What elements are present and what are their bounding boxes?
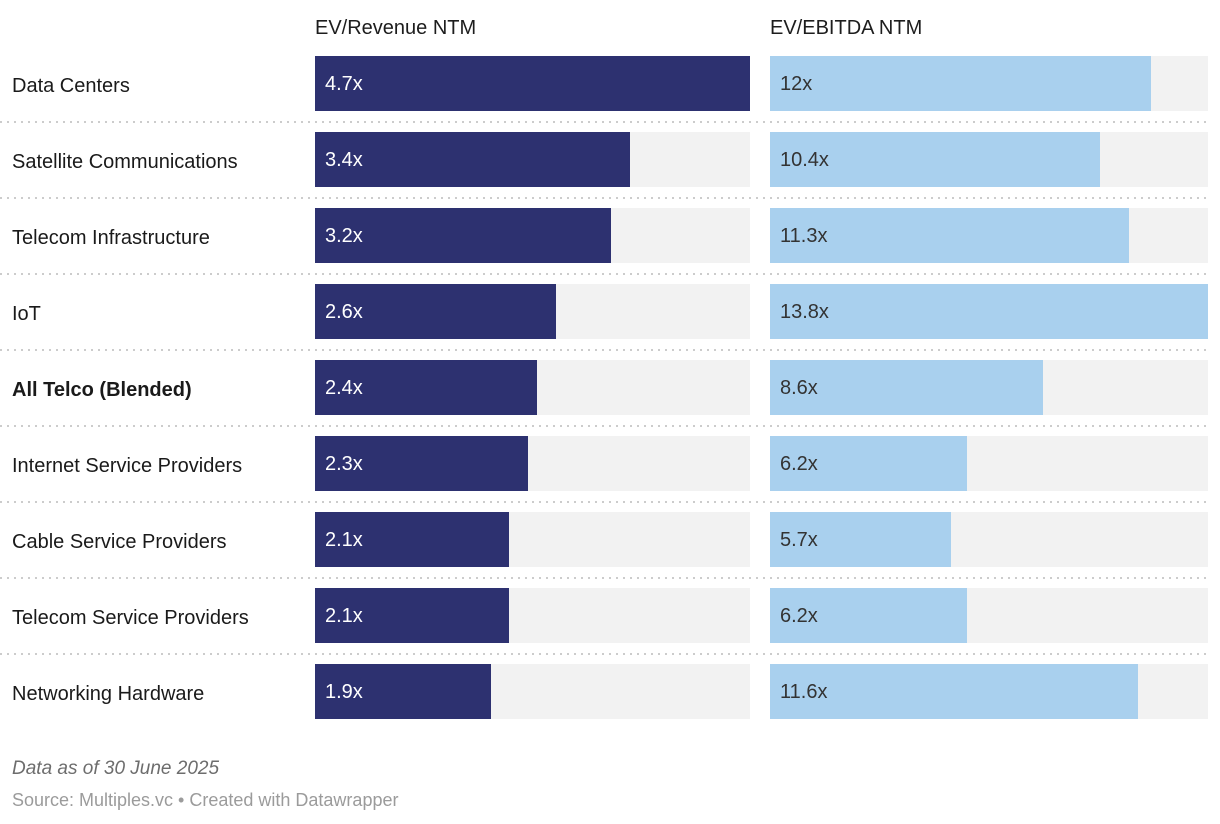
category-label: Telecom Service Providers <box>12 606 249 629</box>
ev-revenue-bar-cell: 2.1x <box>315 504 750 580</box>
ev-revenue-value: 4.7x <box>325 72 363 95</box>
ev-ebitda-bar <box>770 360 1043 415</box>
ev-ebitda-bar-cell: 8.6x <box>770 352 1208 428</box>
ev-ebitda-value: 11.3x <box>780 224 828 247</box>
ev-ebitda-bar <box>770 664 1139 719</box>
ev-revenue-bar <box>315 132 630 187</box>
ev-revenue-bar-track: 2.1x <box>315 588 750 643</box>
ev-ebitda-bar <box>770 284 1208 339</box>
ev-revenue-bar <box>315 208 612 263</box>
ev-revenue-value: 3.4x <box>325 148 363 171</box>
ev-revenue-bar-cell: 1.9x <box>315 656 750 732</box>
ev-revenue-bar-track: 2.4x <box>315 360 750 415</box>
ev-revenue-bar-cell: 2.4x <box>315 352 750 428</box>
source-attribution: Source: Multiples.vc • Created with Data… <box>12 790 399 810</box>
ev-revenue-bar-track: 1.9x <box>315 664 750 719</box>
ev-revenue-bar-track: 3.2x <box>315 208 750 263</box>
ev-ebitda-bar <box>770 208 1129 263</box>
ev-revenue-bar-cell: 3.2x <box>315 200 750 276</box>
ev-ebitda-value: 5.7x <box>780 528 818 551</box>
ev-ebitda-bar-track: 8.6x <box>770 360 1208 415</box>
ev-revenue-bar <box>315 512 510 567</box>
ev-ebitda-value: 6.2x <box>780 604 818 627</box>
ev-ebitda-bar-track: 11.6x <box>770 664 1208 719</box>
ev-ebitda-bar-cell: 10.4x <box>770 124 1208 200</box>
ev-revenue-bar-track: 2.6x <box>315 284 750 339</box>
ev-ebitda-value: 12x <box>780 72 813 95</box>
category-label: Internet Service Providers <box>12 454 243 477</box>
category-label: All Telco (Blended) <box>12 378 192 401</box>
ev-ebitda-value: 6.2x <box>780 452 818 475</box>
ev-ebitda-bar-cell: 12x <box>770 48 1208 124</box>
ev-revenue-value: 2.4x <box>325 376 363 399</box>
category-label: Networking Hardware <box>12 682 205 705</box>
ev-ebitda-value: 11.6x <box>780 680 828 703</box>
chart-row: Telecom Infrastructure 3.2x 11.3x <box>0 200 1208 276</box>
ev-ebitda-bar-cell: 13.8x <box>770 276 1208 352</box>
ev-revenue-bar-track: 3.4x <box>315 132 750 187</box>
ev-revenue-bar-track: 2.3x <box>315 436 750 491</box>
ev-revenue-bar-cell: 4.7x <box>315 48 750 124</box>
ev-revenue-value: 2.3x <box>325 452 363 475</box>
ev-ebitda-bar <box>770 512 951 567</box>
category-label: Data Centers <box>12 74 130 97</box>
ev-revenue-bar <box>315 436 528 491</box>
ev-ebitda-value: 8.6x <box>780 376 818 399</box>
ev-revenue-bar-track: 2.1x <box>315 512 750 567</box>
category-label: Telecom Infrastructure <box>12 226 210 249</box>
ev-revenue-value: 2.6x <box>325 300 363 323</box>
chart-row: Satellite Communications 3.4x 10.4x <box>0 124 1208 200</box>
split-bars-chart: EV/Revenue NTM EV/EBITDA NTM Data Center… <box>0 8 1208 811</box>
ev-ebitda-bar-cell: 6.2x <box>770 580 1208 656</box>
chart-row: Internet Service Providers 2.3x 6.2x <box>0 428 1208 504</box>
ev-ebitda-bar <box>770 588 967 643</box>
ev-revenue-value: 1.9x <box>325 680 363 703</box>
ev-ebitda-bar-track: 6.2x <box>770 436 1208 491</box>
ev-revenue-bar-track: 4.7x <box>315 56 750 111</box>
ev-revenue-bar <box>315 284 556 339</box>
ev-ebitda-bar-cell: 5.7x <box>770 504 1208 580</box>
ev-ebitda-value: 10.4x <box>780 148 829 171</box>
chart-footer: Data as of 30 June 2025 Source: Multiple… <box>0 758 1208 811</box>
chart-row: Telecom Service Providers 2.1x 6.2x <box>0 580 1208 656</box>
column-headers: EV/Revenue NTM EV/EBITDA NTM <box>0 8 1208 48</box>
ev-revenue-value: 3.2x <box>325 224 363 247</box>
chart-row: Data Centers 4.7x 12x <box>0 48 1208 124</box>
ev-revenue-bar <box>315 360 538 415</box>
ev-revenue-bar-cell: 2.3x <box>315 428 750 504</box>
ev-ebitda-bar-track: 6.2x <box>770 588 1208 643</box>
ev-ebitda-bar-cell: 6.2x <box>770 428 1208 504</box>
ev-revenue-bar-cell: 3.4x <box>315 124 750 200</box>
ev-revenue-bar <box>315 664 491 719</box>
column-header-ev-revenue: EV/Revenue NTM <box>315 17 477 39</box>
ev-ebitda-bar-track: 5.7x <box>770 512 1208 567</box>
ev-revenue-bar <box>315 588 510 643</box>
category-label: IoT <box>12 302 41 325</box>
ev-ebitda-bar-cell: 11.6x <box>770 656 1208 732</box>
category-label: Cable Service Providers <box>12 530 227 553</box>
chart-row: Cable Service Providers 2.1x 5.7x <box>0 504 1208 580</box>
ev-revenue-bar <box>315 56 750 111</box>
ev-revenue-bar-cell: 2.1x <box>315 580 750 656</box>
chart-rows: Data Centers 4.7x 12x Satellite Communic… <box>0 48 1208 732</box>
ev-ebitda-bar <box>770 132 1101 187</box>
column-header-ev-ebitda: EV/EBITDA NTM <box>770 17 923 39</box>
ev-ebitda-bar-track: 11.3x <box>770 208 1208 263</box>
ev-ebitda-bar <box>770 436 967 491</box>
chart-row: IoT 2.6x 13.8x <box>0 276 1208 352</box>
chart-row: Networking Hardware 1.9x 11.6x <box>0 656 1208 732</box>
chart-row: All Telco (Blended) 2.4x 8.6x <box>0 352 1208 428</box>
data-as-of-note: Data as of 30 June 2025 <box>12 758 220 779</box>
ev-ebitda-bar-cell: 11.3x <box>770 200 1208 276</box>
ev-revenue-bar-cell: 2.6x <box>315 276 750 352</box>
ev-ebitda-bar <box>770 56 1151 111</box>
ev-ebitda-value: 13.8x <box>780 300 829 323</box>
ev-revenue-value: 2.1x <box>325 604 363 627</box>
ev-ebitda-bar-track: 12x <box>770 56 1208 111</box>
ev-revenue-value: 2.1x <box>325 528 363 551</box>
category-label: Satellite Communications <box>12 150 238 173</box>
ev-ebitda-bar-track: 10.4x <box>770 132 1208 187</box>
ev-ebitda-bar-track: 13.8x <box>770 284 1208 339</box>
